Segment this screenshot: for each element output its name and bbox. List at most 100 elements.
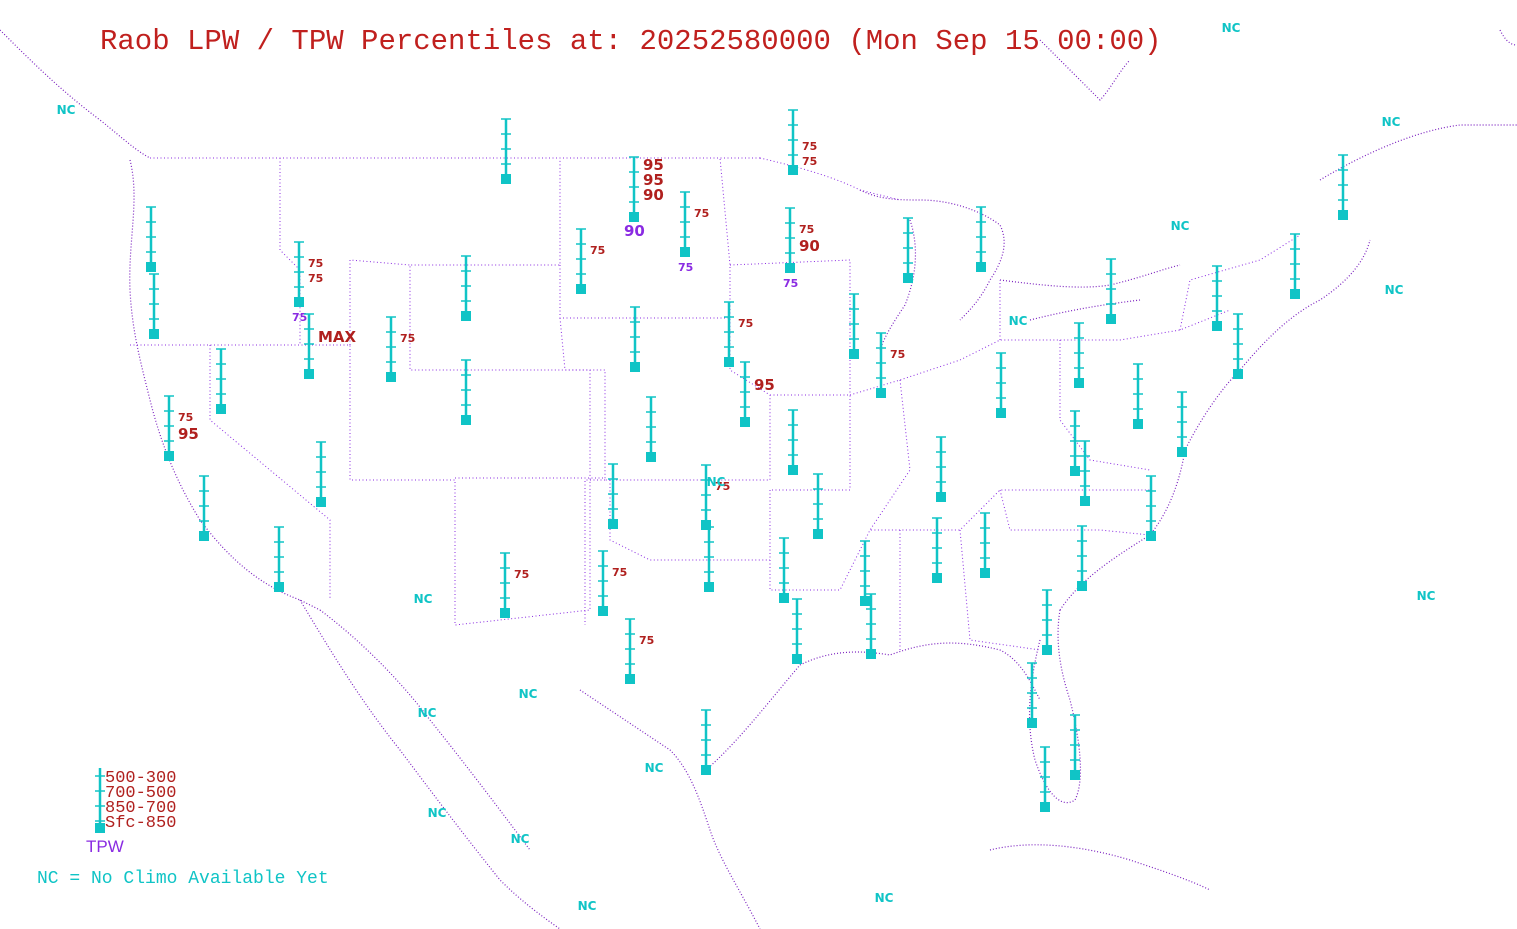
station-base <box>1070 770 1080 780</box>
station-9: 75 <box>386 316 415 382</box>
station-base <box>1338 210 1348 220</box>
legend-layer-sfc-850: Sfc-850 <box>105 814 176 833</box>
percentile-label: 75 <box>802 155 817 168</box>
nc-label: NC <box>645 761 664 775</box>
station-base <box>860 596 870 606</box>
station-30 <box>1233 313 1243 379</box>
station-42 <box>860 540 870 606</box>
percentile-label: 95 <box>754 376 775 394</box>
station-32 <box>1338 154 1348 220</box>
station-base <box>724 357 734 367</box>
station-base <box>1040 802 1050 812</box>
station-2: 75 75 <box>678 191 709 274</box>
station-39 <box>813 473 823 539</box>
station-56: 75 <box>598 550 627 616</box>
nc-label: NC <box>414 592 433 606</box>
station-base <box>1042 645 1052 655</box>
station-base <box>849 349 859 359</box>
legend-layer-500-300: 500-300 <box>105 769 176 788</box>
station-base <box>1080 496 1090 506</box>
percentile-label: 75 <box>612 566 627 579</box>
station-base <box>1077 581 1087 591</box>
station-50 <box>1077 525 1087 591</box>
station-base <box>980 568 990 578</box>
station-base <box>625 674 635 684</box>
station-base <box>813 529 823 539</box>
percentile-label: 75 <box>308 257 323 270</box>
station-51 <box>1042 589 1052 655</box>
percentile-label: 75 <box>514 568 529 581</box>
station-base <box>500 608 510 618</box>
station-8: MAX <box>304 313 357 379</box>
station-41 <box>792 598 802 664</box>
station-58 <box>701 709 711 775</box>
percentile-label: 75 <box>715 480 730 493</box>
station-base <box>1233 369 1243 379</box>
station-base <box>932 573 942 583</box>
legend-tpw: TPW <box>86 837 124 856</box>
station-base <box>164 451 174 461</box>
station-base <box>304 369 314 379</box>
station-base <box>501 174 511 184</box>
nc-label: NC <box>519 687 538 701</box>
station-49 <box>1146 475 1156 541</box>
station-33 <box>316 441 326 507</box>
nc-label: NC <box>1009 314 1028 328</box>
station-14: 95 <box>740 361 775 427</box>
station-base <box>788 465 798 475</box>
station-20 <box>849 293 859 359</box>
nc-label: NC <box>875 891 894 905</box>
nc-label: NC <box>511 832 530 846</box>
nc-label: NC <box>57 103 76 117</box>
station-base <box>294 297 304 307</box>
station-base <box>704 582 714 592</box>
station-base <box>1146 531 1156 541</box>
station-46 <box>980 512 990 578</box>
station-27 <box>1133 363 1143 429</box>
station-21: 75 <box>876 332 905 398</box>
station-36 <box>608 463 618 529</box>
station-11: 75 <box>576 228 605 294</box>
station-base <box>701 765 711 775</box>
legend-layer-700-500: 700-500 <box>105 784 176 803</box>
station-base <box>936 492 946 502</box>
station-base <box>316 497 326 507</box>
no-climo-labels: NC NC NC NC NC NC NC NC NC NC NC NC NC NC NC NC <box>57 21 1436 913</box>
station-43 <box>866 593 876 659</box>
station-base <box>274 582 284 592</box>
station-base <box>146 262 156 272</box>
station-24 <box>996 352 1006 418</box>
station-base <box>792 654 802 664</box>
station-base <box>876 388 886 398</box>
legend-nc-note: NC = No Climo Available Yet <box>37 869 329 889</box>
station-base <box>461 311 471 321</box>
station-53 <box>1070 714 1080 780</box>
station-6 <box>149 273 159 339</box>
percentile-label: 75 <box>400 332 415 345</box>
percentile-label: 95 <box>178 425 199 443</box>
station-base <box>1177 447 1187 457</box>
station-18 <box>646 396 656 462</box>
percentile-label: 95 <box>643 171 664 189</box>
nc-label: NC <box>1171 219 1190 233</box>
station-base <box>701 520 711 530</box>
percentile-label: 75 <box>590 244 605 257</box>
station-45 <box>936 436 946 502</box>
station-base <box>629 212 639 222</box>
nc-label: NC <box>428 806 447 820</box>
station-15 <box>216 348 226 414</box>
station-base <box>740 417 750 427</box>
station-28 <box>1177 391 1187 457</box>
station-base <box>1070 466 1080 476</box>
station-31 <box>1290 233 1300 299</box>
percentile-label: MAX <box>318 328 357 346</box>
station-base <box>646 452 656 462</box>
station-52 <box>1027 662 1037 728</box>
map-title: Raob LPW / TPW Percentiles at: 202525800… <box>100 25 1162 58</box>
station-48 <box>1080 440 1090 506</box>
